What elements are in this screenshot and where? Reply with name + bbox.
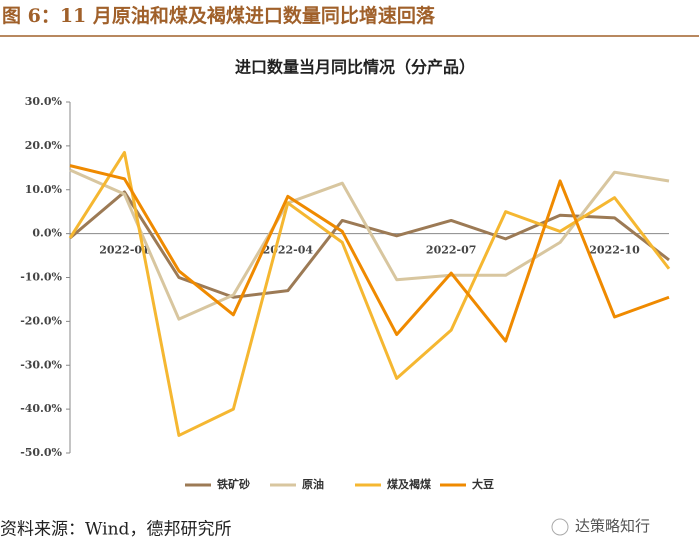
source: 资料来源：Wind，德邦研究所 [0, 520, 231, 540]
legend-label: 煤及褐煤 [387, 477, 432, 491]
chart-title: 进口数量当月同比情况（分产品） [235, 58, 475, 77]
x-tick-label: 2022-01 [99, 244, 150, 257]
y-tick-label: -20.0% [20, 314, 62, 327]
series-line [69, 190, 670, 299]
y-tick-label: 0.0% [32, 227, 62, 240]
legend-label: 铁矿砂 [217, 477, 250, 491]
y-tick-label: -40.0% [20, 402, 62, 415]
y-tick-label: 10.0% [25, 183, 63, 196]
x-tick-label: 2022-07 [426, 244, 477, 257]
watermark: 达策略知行 [575, 517, 650, 535]
series-line [68, 150, 671, 437]
series-line [69, 164, 670, 343]
x-tick-label: 2022-04 [263, 244, 314, 257]
watermark-icon [551, 518, 569, 536]
y-tick-label: -50.0% [20, 446, 62, 459]
y-tick-label: 30.0% [25, 95, 63, 108]
x-tick-label: 2022-10 [589, 244, 640, 257]
legend-label: 大豆 [472, 477, 494, 491]
y-tick-label: -30.0% [20, 358, 62, 371]
header-title: 图 6：11 月原油和煤及褐煤进口数量同比增速回落 [2, 4, 436, 27]
legend-label: 原油 [302, 477, 324, 491]
y-tick-label: 20.0% [25, 139, 63, 152]
y-tick-label: -10.0% [20, 271, 62, 284]
series-line [69, 168, 670, 321]
